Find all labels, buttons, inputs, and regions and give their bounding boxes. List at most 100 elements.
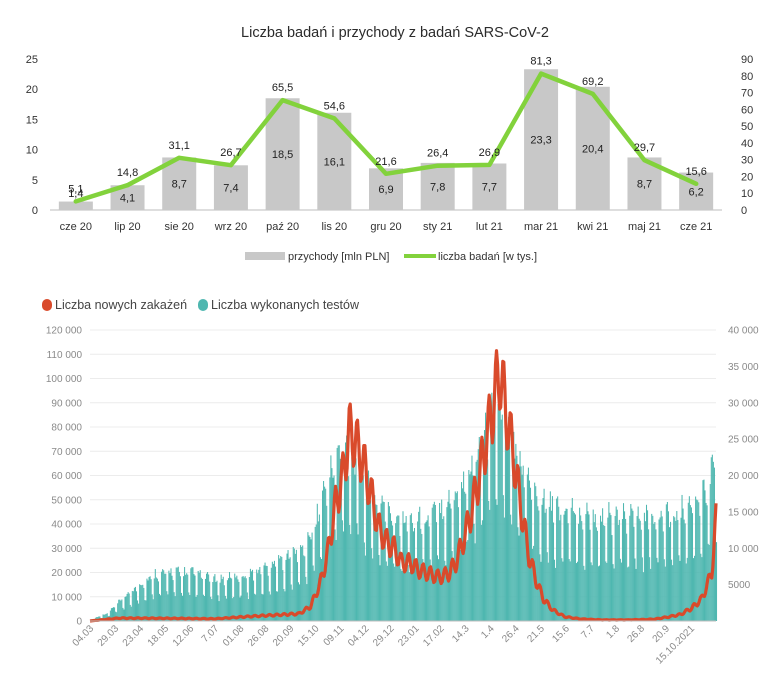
tests-bar bbox=[176, 567, 178, 621]
tests-bar bbox=[358, 469, 360, 621]
tests-bar bbox=[268, 591, 270, 621]
tests-bar bbox=[521, 474, 523, 621]
tests-bar bbox=[348, 476, 350, 621]
tests-bar bbox=[661, 516, 663, 621]
tests-bar bbox=[421, 533, 423, 621]
tests-bar bbox=[388, 506, 390, 621]
tests-bar bbox=[536, 496, 538, 621]
tests-bar bbox=[234, 573, 236, 621]
tests-bar bbox=[241, 576, 243, 621]
tests-bar bbox=[635, 568, 637, 621]
tests-bar bbox=[357, 534, 359, 621]
tests-bar bbox=[412, 531, 414, 621]
tests-bar bbox=[386, 565, 388, 621]
tests-bar bbox=[523, 487, 525, 621]
tests-bar bbox=[377, 513, 379, 621]
left-tick-label: 20 bbox=[26, 84, 38, 96]
tests-bar bbox=[704, 490, 706, 621]
tests-bar bbox=[322, 490, 324, 621]
tests-bar bbox=[578, 523, 580, 621]
tests-bar bbox=[287, 550, 289, 621]
tests-bar bbox=[620, 562, 622, 621]
tests-bar bbox=[197, 570, 199, 621]
tests-bar bbox=[683, 519, 685, 621]
tests-bar bbox=[499, 410, 501, 621]
tests-bar bbox=[198, 572, 200, 621]
tests-bar bbox=[494, 411, 496, 621]
tests-bar bbox=[513, 431, 515, 621]
category-label: cze 20 bbox=[60, 221, 92, 233]
chart1-title: Liczba badań i przychody z badań SARS-Co… bbox=[241, 25, 549, 41]
tests-bar bbox=[254, 593, 256, 621]
tests-bar bbox=[185, 574, 187, 621]
date-tick-label: 17.02 bbox=[421, 623, 447, 649]
tests-bar bbox=[614, 516, 616, 621]
tests-bar bbox=[454, 491, 456, 621]
revenue-data-label: 7,7 bbox=[482, 182, 497, 194]
tests-bar bbox=[272, 563, 274, 621]
tests-bar bbox=[556, 498, 558, 621]
tests-bar bbox=[569, 561, 571, 621]
tests-bar bbox=[289, 557, 291, 621]
tests-bar bbox=[577, 561, 579, 621]
tests-bar bbox=[169, 573, 171, 621]
tests-bar bbox=[608, 502, 610, 621]
tests-bar bbox=[363, 542, 365, 621]
date-tick-label: 04.12 bbox=[346, 623, 372, 649]
left-tick-label: 90 000 bbox=[51, 398, 82, 409]
tests-bar bbox=[618, 519, 620, 621]
tests-bar bbox=[282, 570, 284, 621]
tests-bar bbox=[179, 576, 181, 621]
tests-bar bbox=[575, 563, 578, 621]
tests-bar bbox=[130, 606, 132, 621]
tests-bar bbox=[633, 526, 635, 621]
tests-bar bbox=[529, 487, 532, 621]
tests-data-label: 81,3 bbox=[530, 56, 551, 68]
revenue-data-label: 8,7 bbox=[637, 179, 652, 191]
tests-bar bbox=[582, 529, 584, 621]
tests-bar bbox=[691, 513, 694, 621]
date-tick-label: 23.01 bbox=[396, 623, 422, 649]
chart1-category-axis: cze 20 lip 20 sie 20 wrz 20 paź 20 lis 20 gru … bbox=[60, 221, 713, 233]
date-tick-label: 26.8 bbox=[625, 623, 647, 645]
tests-bar bbox=[407, 564, 409, 621]
tests-bar bbox=[236, 575, 238, 621]
date-tick-label: 29.03 bbox=[96, 623, 122, 649]
tests-bar bbox=[134, 586, 136, 621]
tests-bar bbox=[471, 455, 473, 621]
tests-bar bbox=[673, 516, 675, 621]
tests-bar bbox=[383, 501, 385, 621]
tests-bar bbox=[638, 518, 640, 621]
tests-bar bbox=[212, 582, 214, 621]
category-label: mar 21 bbox=[524, 221, 558, 233]
tests-bar bbox=[629, 515, 631, 621]
tests-bar bbox=[476, 459, 478, 621]
tests-bar bbox=[193, 574, 195, 621]
tests-bar bbox=[663, 559, 665, 621]
tests-bar bbox=[503, 517, 505, 621]
tests-bar bbox=[693, 558, 695, 621]
tests-bar bbox=[370, 500, 372, 621]
right-tick-label: 15 000 bbox=[728, 507, 759, 518]
tests-bar bbox=[213, 576, 215, 621]
tests-bar bbox=[636, 516, 638, 621]
tests-bar bbox=[199, 570, 201, 621]
tests-bar bbox=[544, 512, 546, 621]
tests-bar bbox=[467, 540, 469, 621]
tests-bar bbox=[464, 491, 466, 621]
tests-bar bbox=[379, 565, 381, 621]
tests-bar bbox=[351, 457, 353, 621]
tests-bar bbox=[419, 506, 421, 621]
tests-bar bbox=[631, 508, 633, 621]
tests-bar bbox=[558, 506, 560, 621]
tests-bar bbox=[162, 569, 164, 621]
tests-bar bbox=[458, 544, 460, 621]
tests-bar bbox=[203, 596, 205, 621]
tests-bar bbox=[249, 568, 251, 621]
tests-bar bbox=[274, 566, 277, 621]
tests-bar bbox=[111, 607, 113, 621]
tests-bar bbox=[603, 525, 605, 621]
tests-bar bbox=[217, 595, 219, 621]
tests-bar bbox=[384, 521, 386, 621]
tests-bar bbox=[436, 555, 439, 621]
